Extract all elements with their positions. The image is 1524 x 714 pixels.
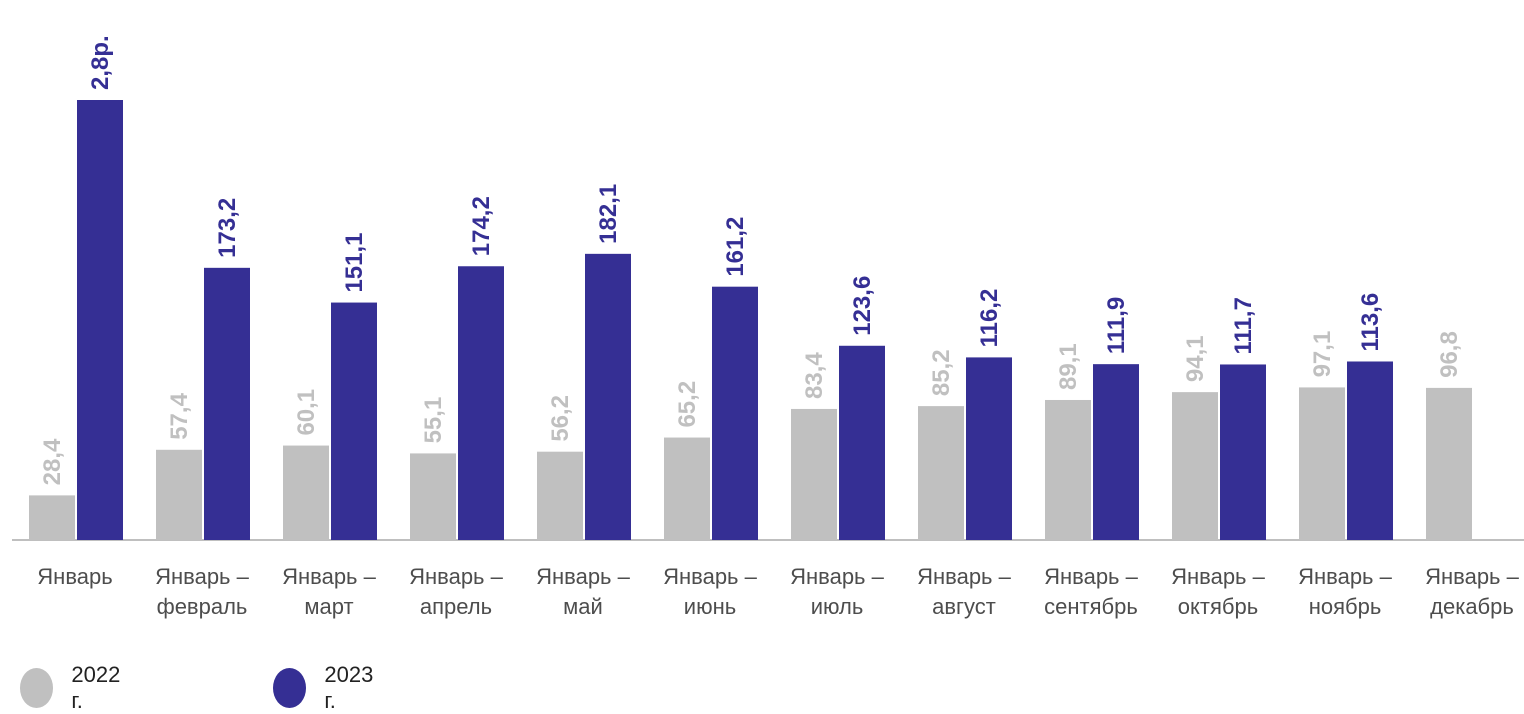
value-label-2022-4: 56,2: [547, 395, 574, 442]
bar-2022-4: [537, 451, 583, 540]
category-label-9-line-1: октябрь: [1178, 594, 1258, 619]
value-label-2023-8: 111,9: [1103, 297, 1130, 354]
value-label-2022-5: 65,2: [674, 381, 701, 428]
value-label-2023-1: 173,2: [214, 198, 241, 258]
bar-2023-7: [966, 357, 1012, 540]
category-label-3-line-0: Январь –: [409, 564, 504, 589]
category-label-8-line-1: сентябрь: [1044, 594, 1138, 619]
value-label-2023-7: 116,2: [976, 289, 1003, 348]
category-label-2-line-0: Январь –: [282, 564, 377, 589]
value-label-2022-7: 85,2: [928, 349, 955, 396]
bar-2022-8: [1045, 399, 1091, 540]
bar-2022-5: [664, 437, 710, 540]
value-label-2022-2: 60,1: [293, 389, 320, 436]
value-label-2022-0: 28,4: [39, 438, 66, 485]
value-label-2023-3: 174,2: [468, 196, 495, 256]
value-label-2022-10: 97,1: [1309, 331, 1336, 378]
bar-2023-5: [712, 286, 758, 540]
bar-chart: 28,4 2,8р. 57,4 173,2 60,1 151,1 55,1 174,2 56,2…: [12, 35, 1524, 619]
category-label-2-line-1: март: [304, 594, 353, 619]
bar-2022-0: [29, 495, 75, 540]
bar-2023-3: [458, 266, 504, 540]
legend-label-2023: 2023 г.: [324, 662, 374, 713]
value-label-2023-4: 182,1: [595, 184, 622, 244]
legend-item-2023: 2023 г.: [273, 662, 380, 714]
bar-2022-7: [918, 406, 964, 540]
legend-label-2022: 2022 г.: [71, 662, 121, 713]
category-label-7-line-1: август: [932, 594, 996, 619]
bar-2023-1: [204, 267, 250, 540]
value-label-2022-9: 94,1: [1182, 335, 1209, 382]
bar-2023-4: [585, 253, 631, 541]
category-label-5-line-0: Январь –: [663, 564, 758, 589]
category-label-11-line-1: декабрь: [1430, 594, 1514, 619]
category-label-1-line-0: Январь –: [155, 564, 250, 589]
category-label-6-line-0: Январь –: [790, 564, 885, 589]
legend-swatch-2022: [20, 668, 54, 708]
bar-2022-10: [1299, 387, 1345, 540]
value-label-2023-2: 151,1: [341, 232, 368, 292]
bar-2023-0: [77, 100, 123, 540]
bar-2023-9: [1220, 364, 1266, 540]
bar-2023-8: [1093, 364, 1139, 540]
category-label-4-line-0: Январь –: [536, 564, 631, 589]
category-label-6-line-1: июль: [811, 594, 864, 619]
bar-2022-3: [410, 453, 456, 540]
legend-swatch-2023: [273, 668, 307, 708]
bar-2022-9: [1172, 392, 1218, 540]
value-label-2022-1: 57,4: [166, 392, 193, 439]
bar-2022-1: [156, 449, 202, 540]
value-label-2023-10: 113,6: [1357, 293, 1384, 352]
category-label-7-line-0: Январь –: [917, 564, 1012, 589]
category-label-11-line-0: Январь –: [1425, 564, 1520, 589]
value-label-2022-11: 96,8: [1436, 331, 1463, 378]
value-label-2022-6: 83,4: [801, 352, 828, 399]
bar-2023-6: [839, 345, 885, 540]
category-label-10-line-0: Январь –: [1298, 564, 1393, 589]
bar-2022-6: [791, 408, 837, 540]
category-label-8-line-0: Январь –: [1044, 564, 1139, 589]
value-label-2022-3: 55,1: [420, 397, 447, 444]
value-label-2023-5: 161,2: [722, 217, 749, 277]
value-label-2023-0: 2,8р.: [87, 35, 114, 90]
value-label-2023-6: 123,6: [849, 276, 876, 336]
bar-2023-10: [1347, 361, 1393, 540]
bar-2022-11: [1426, 387, 1472, 540]
legend-item-2022: 2022 г.: [20, 662, 127, 714]
category-label-3-line-1: апрель: [420, 594, 492, 619]
category-label-1-line-1: февраль: [157, 594, 248, 619]
category-label-10-line-1: ноябрь: [1309, 594, 1382, 619]
category-label-5-line-1: июнь: [684, 594, 736, 619]
value-label-2023-9: 111,7: [1230, 297, 1257, 354]
category-label-9-line-0: Январь –: [1171, 564, 1266, 589]
value-label-2022-8: 89,1: [1055, 343, 1082, 390]
bar-2022-2: [283, 445, 329, 540]
category-label-0-line-0: Январь: [37, 564, 112, 589]
category-label-4-line-1: май: [563, 594, 603, 619]
bar-2023-2: [331, 302, 377, 540]
